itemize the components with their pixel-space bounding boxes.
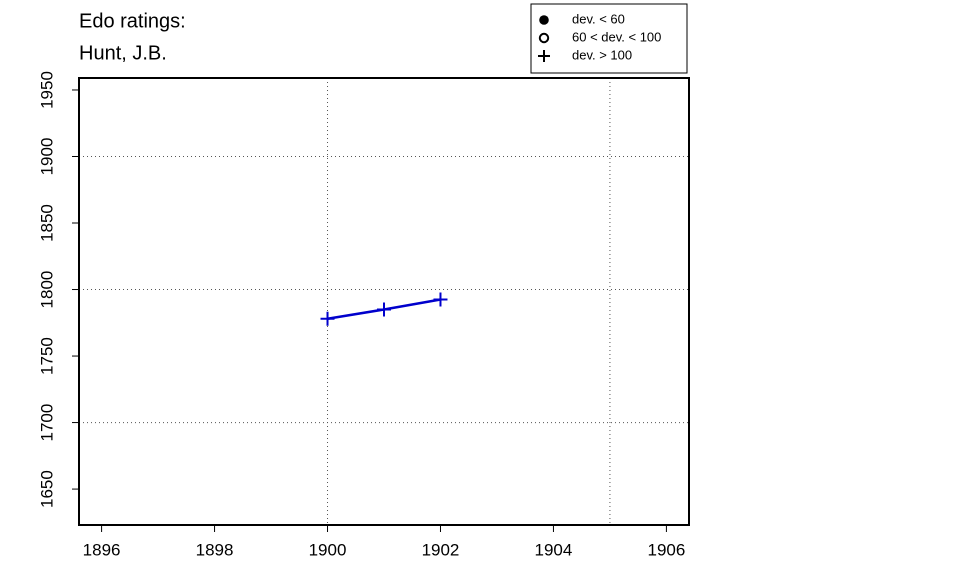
x-tick-label: 1902 bbox=[422, 540, 460, 559]
marker bbox=[433, 292, 448, 307]
y-tick-label: 1800 bbox=[37, 271, 56, 309]
plot-frame bbox=[78, 77, 690, 526]
legend-label: dev. < 60 bbox=[572, 11, 625, 26]
y-tick-label: 1850 bbox=[37, 204, 56, 242]
chart-title: Edo ratings: bbox=[79, 10, 186, 32]
y-tick-label: 1950 bbox=[37, 71, 56, 109]
x-tick-label: 1898 bbox=[196, 540, 234, 559]
y-tick-label: 1900 bbox=[37, 138, 56, 176]
marker bbox=[377, 302, 391, 317]
y-tick-label: 1750 bbox=[37, 337, 56, 375]
x-tick-label: 1896 bbox=[83, 540, 121, 559]
marker bbox=[538, 50, 550, 62]
marker bbox=[538, 32, 550, 44]
x-tick-label: 1900 bbox=[309, 540, 347, 559]
legend-label: dev. > 100 bbox=[572, 47, 632, 62]
y-tick-label: 1650 bbox=[37, 470, 56, 508]
marker bbox=[539, 15, 549, 25]
chart-subtitle: Hunt, J.B. bbox=[79, 42, 167, 64]
marker bbox=[320, 311, 335, 326]
x-tick-label: 1904 bbox=[535, 540, 573, 559]
y-tick-label: 1700 bbox=[37, 404, 56, 442]
legend-box bbox=[530, 3, 688, 74]
x-tick-label: 1906 bbox=[647, 540, 685, 559]
legend-label: 60 < dev. < 100 bbox=[572, 29, 661, 44]
